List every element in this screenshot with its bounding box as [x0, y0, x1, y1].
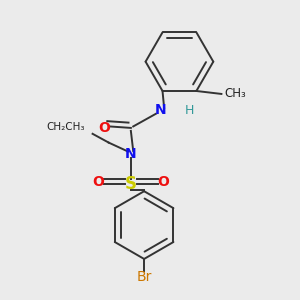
Text: N: N	[154, 103, 166, 117]
Text: CH₂CH₃: CH₂CH₃	[47, 122, 85, 132]
Text: CH₃: CH₃	[224, 87, 246, 101]
Text: H: H	[185, 104, 194, 117]
Text: S: S	[125, 175, 137, 193]
Text: Br: Br	[136, 270, 152, 284]
Text: N: N	[125, 147, 137, 161]
Text: O: O	[92, 175, 104, 188]
Text: O: O	[157, 175, 169, 188]
Text: O: O	[98, 121, 110, 135]
